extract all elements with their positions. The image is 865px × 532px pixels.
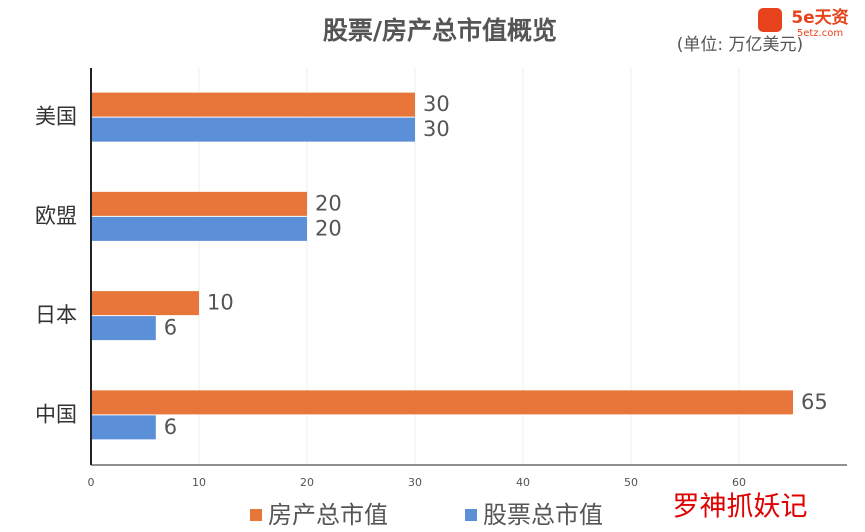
value-label: 65 [801, 390, 828, 414]
value-label: 30 [423, 92, 450, 116]
bar [91, 316, 156, 341]
chart-subtitle: (单位: 万亿美元) [677, 35, 803, 55]
x-tick-label: 50 [624, 476, 638, 489]
bar [91, 390, 793, 415]
value-label: 20 [315, 216, 342, 240]
bar [91, 117, 415, 142]
legend-swatch [250, 509, 262, 521]
bar [91, 415, 156, 440]
x-tick-label: 0 [88, 476, 95, 489]
legend-label: 股票总市值 [483, 501, 603, 529]
x-tick-label: 30 [408, 476, 422, 489]
legend-label: 房产总市值 [268, 501, 388, 529]
x-tick-label: 10 [192, 476, 206, 489]
x-tick-label: 60 [732, 476, 746, 489]
value-label: 6 [164, 415, 177, 439]
bar [91, 216, 307, 241]
bar [91, 291, 199, 316]
y-tick-label: 美国 [35, 105, 77, 129]
bar [91, 191, 307, 216]
y-tick-label: 中国 [35, 402, 77, 426]
value-label: 6 [164, 316, 177, 340]
x-tick-label: 40 [516, 476, 530, 489]
x-tick-label: 20 [300, 476, 314, 489]
watermark: 5etz.com [797, 28, 843, 39]
chart-title: 股票/房产总市值概览 [323, 16, 557, 45]
y-tick-label: 欧盟 [35, 204, 77, 228]
value-label: 10 [207, 291, 234, 315]
watermark: 5e天资 [791, 7, 848, 28]
bar [91, 92, 415, 117]
y-tick-label: 日本 [35, 303, 77, 327]
value-label: 20 [315, 191, 342, 215]
legend-swatch [465, 509, 477, 521]
watermark-logo [758, 8, 782, 32]
value-label: 30 [423, 117, 450, 141]
watermark: 罗神抓妖记 [673, 492, 808, 523]
